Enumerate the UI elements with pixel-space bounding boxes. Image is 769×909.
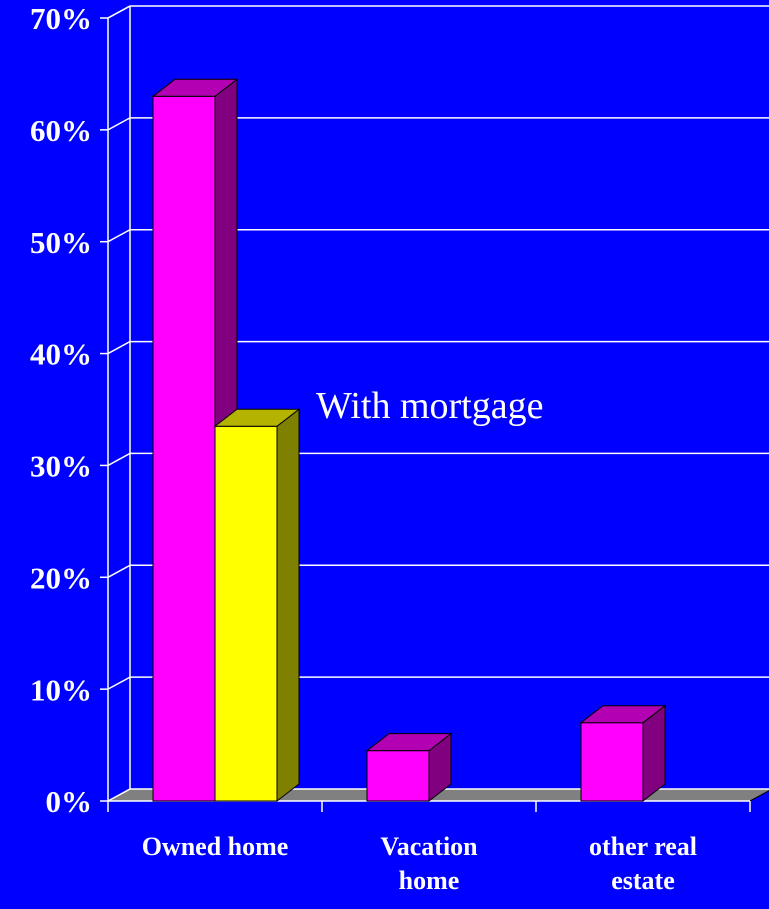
y-tick-label: 0%	[46, 784, 93, 819]
x-tick-label: Vacation home	[380, 832, 478, 895]
x-tick-label: Owned home	[141, 832, 289, 861]
grid-depth	[107, 564, 131, 578]
bar-top	[365, 733, 453, 752]
bar	[579, 704, 667, 803]
bar-top	[579, 705, 667, 724]
bar-front	[366, 750, 430, 802]
x-tick-label: other real estate	[588, 832, 698, 895]
annotation: With mortgage	[316, 385, 543, 427]
bar	[213, 408, 301, 803]
y-tick-label: 70%	[30, 1, 92, 36]
bar-front	[214, 425, 278, 802]
grid-depth	[107, 340, 131, 355]
grid-depth	[107, 676, 131, 690]
bar-top	[213, 408, 301, 427]
y-tick-label: 20%	[30, 560, 92, 595]
grid-depth	[107, 788, 131, 802]
grid-depth	[107, 5, 131, 19]
bar-side	[276, 408, 300, 803]
grid-depth	[107, 117, 131, 131]
bar-front	[580, 722, 644, 802]
y-tick-label: 50%	[30, 225, 92, 260]
y-tick-label: 60%	[30, 113, 92, 148]
bar-top	[151, 78, 239, 97]
y-tick-label: 10%	[30, 672, 92, 707]
grid-depth	[107, 452, 131, 467]
y-tick-label: 40%	[30, 337, 92, 372]
y-tick-label: 30%	[30, 449, 92, 484]
bar-front	[152, 95, 216, 802]
bar	[365, 732, 453, 803]
grid-depth	[107, 229, 131, 243]
